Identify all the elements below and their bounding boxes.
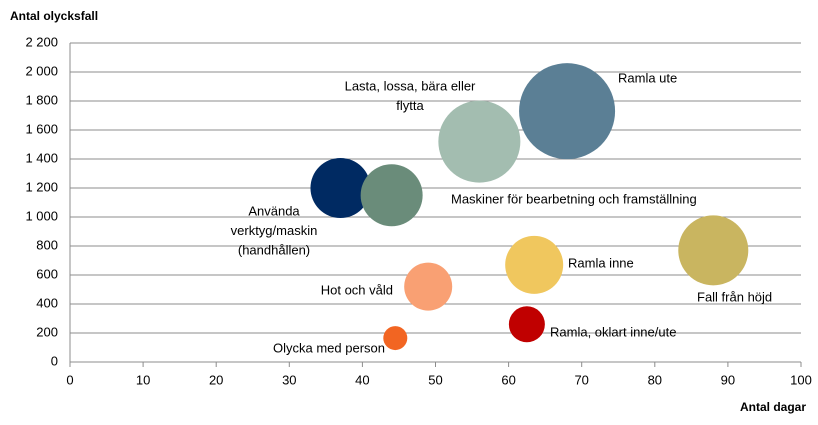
x-axis-label: Antal dagar (740, 400, 806, 414)
y-tick-label: 1 200 (25, 179, 58, 194)
bubble-label: Ramla ute (618, 70, 677, 85)
bubble-label: Ramla inne (568, 255, 634, 270)
bubble (404, 262, 453, 311)
bubble-label: Ramla, oklart inne/ute (550, 324, 676, 339)
bubble (505, 235, 564, 294)
bubble (678, 215, 749, 286)
y-tick-label: 2 000 (25, 63, 58, 78)
y-tick-label: 800 (36, 237, 58, 252)
x-tick-label: 80 (648, 372, 662, 387)
x-tick-label: 20 (209, 372, 223, 387)
bubble-label: verktyg/maskin (231, 223, 318, 238)
x-tick-label: 70 (574, 372, 588, 387)
y-tick-label: 1 800 (25, 92, 58, 107)
bubble-label: Fall från höjd (697, 289, 772, 304)
x-tick-label: 60 (501, 372, 515, 387)
y-tick-label: 1 000 (25, 208, 58, 223)
bubble (438, 100, 521, 183)
x-tick-label: 0 (66, 372, 73, 387)
y-tick-label: 600 (36, 266, 58, 281)
x-tick-label: 100 (790, 372, 812, 387)
bubble-label: Hot och våld (321, 282, 393, 297)
bubble (383, 326, 408, 351)
y-tick-label: 200 (36, 324, 58, 339)
bubble-label: Använda (248, 203, 300, 218)
x-tick-label: 40 (355, 372, 369, 387)
bubble (508, 306, 545, 343)
y-axis-label: Antal olycksfall (10, 9, 98, 23)
y-tick-label: 1 600 (25, 121, 58, 136)
bubble-label: Maskiner för bearbetning och framställni… (451, 191, 697, 206)
bubble-label: Olycka med person (273, 340, 385, 355)
y-tick-label: 2 200 (25, 34, 58, 49)
bubble (310, 158, 371, 218)
bubble-label: flytta (396, 98, 424, 113)
x-tick-label: 30 (282, 372, 296, 387)
y-tick-label: 1 400 (25, 150, 58, 165)
bubble-label: Lasta, lossa, bära eller (345, 78, 476, 93)
bubble (360, 164, 423, 227)
x-tick-label: 90 (721, 372, 735, 387)
x-tick-label: 50 (428, 372, 442, 387)
y-tick-label: 0 (51, 353, 58, 368)
bubble-label: (handhållen) (238, 242, 310, 257)
bubble (519, 63, 616, 160)
y-tick-label: 400 (36, 295, 58, 310)
x-tick-label: 10 (136, 372, 150, 387)
